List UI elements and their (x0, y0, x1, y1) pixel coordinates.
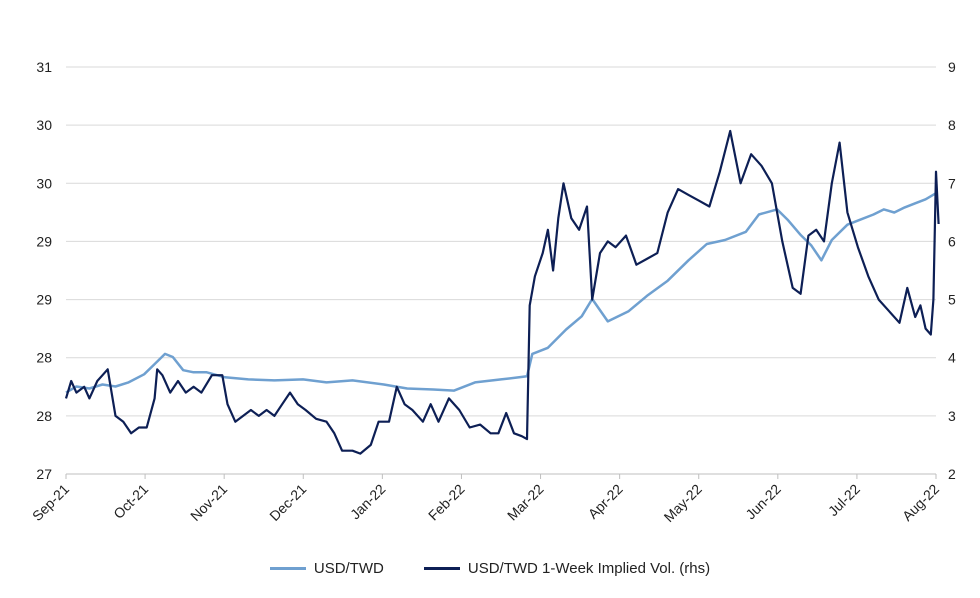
series-line-usd-twd (65, 192, 937, 394)
series-line-implied-vol (64, 129, 940, 455)
x-axis-tick-label: Nov-21 (187, 481, 230, 524)
x-axis-tick-label: Oct-21 (110, 481, 151, 522)
x-axis: Sep-21 Oct-21 Nov-21 Dec-21 Jan-22 Feb-22 Mar-… (29, 474, 942, 525)
left-axis-tick-label: 29 (36, 233, 52, 249)
x-axis-tick-label: Sep-21 (29, 481, 72, 524)
gridlines (66, 66, 936, 475)
x-axis-tick-label: Feb-22 (425, 481, 468, 524)
x-axis-tick-label: Apr-22 (585, 481, 626, 522)
left-y-axis: 27 28 28 29 29 30 30 31 (36, 59, 52, 482)
legend: USD/TWD USD/TWD 1-Week Implied Vol. (rhs… (0, 560, 980, 577)
right-axis-tick-label: 8 (948, 117, 956, 133)
left-axis-tick-label: 30 (36, 175, 52, 191)
right-axis-tick-label: 9 (948, 59, 956, 75)
x-axis-tick-label: Aug-22 (899, 481, 942, 524)
legend-swatch-implied-vol (423, 567, 460, 570)
left-axis-tick-label: 27 (36, 466, 52, 482)
x-axis-tick-label: Jun-22 (742, 481, 784, 523)
x-axis-tick-label: Jan-22 (347, 481, 389, 523)
left-axis-tick-label: 31 (36, 59, 52, 75)
right-axis-tick-label: 2 (948, 466, 956, 482)
left-axis-tick-label: 29 (36, 292, 52, 308)
x-axis-tick-label: May-22 (661, 481, 705, 525)
left-axis-tick-label: 30 (36, 117, 52, 133)
left-axis-tick-label: 28 (36, 350, 52, 366)
right-axis-tick-label: 3 (948, 408, 956, 424)
x-axis-tick-label: Dec-21 (266, 481, 309, 524)
legend-label-usd-twd: USD/TWD (313, 560, 384, 577)
legend-item-implied-vol: USD/TWD 1-Week Implied Vol. (rhs) (423, 560, 711, 577)
right-axis-tick-label: 6 (948, 233, 956, 249)
right-y-axis: 2 3 4 5 6 7 8 9 (948, 59, 956, 482)
right-axis-tick-label: 4 (948, 350, 956, 366)
x-axis-tick-label: Mar-22 (504, 481, 547, 524)
right-axis-tick-label: 7 (948, 175, 956, 191)
legend-swatch-usd-twd (269, 567, 306, 570)
legend-label-implied-vol: USD/TWD 1-Week Implied Vol. (rhs) (467, 560, 711, 577)
legend-item-usd-twd: USD/TWD (269, 560, 384, 577)
series-lines (64, 129, 940, 455)
right-axis-tick-label: 5 (948, 292, 956, 308)
x-axis-tick-label: Jul-22 (825, 481, 863, 519)
left-axis-tick-label: 28 (36, 408, 52, 424)
